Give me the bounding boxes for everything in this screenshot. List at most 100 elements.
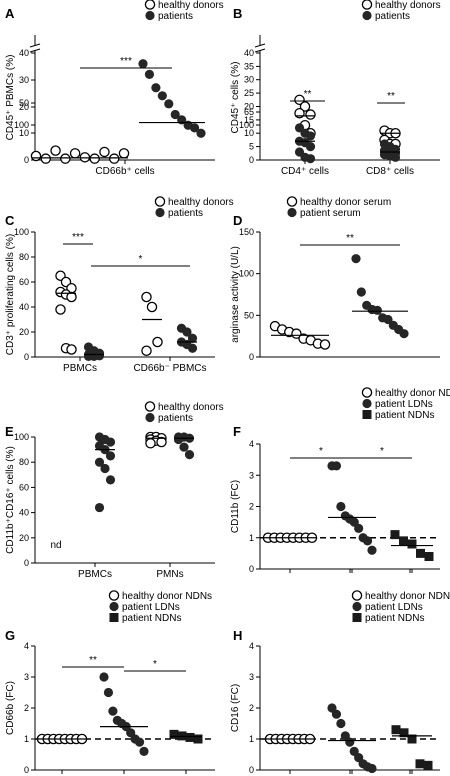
panel-f-data-point bbox=[416, 548, 425, 558]
panel-e-data-point bbox=[94, 502, 105, 513]
panel-h-y-tick-label: 0 bbox=[249, 765, 254, 775]
panel-c-data-point bbox=[141, 291, 152, 303]
panel-c-data-point bbox=[141, 345, 152, 356]
panel-h-y-tick-label: 2 bbox=[249, 703, 254, 713]
panel-b-y-tick-label: 35 bbox=[244, 61, 254, 71]
panel-e-data-point bbox=[105, 437, 116, 447]
panel-f-y-tick-label: 2 bbox=[249, 502, 254, 512]
panel-a-data-point bbox=[40, 153, 52, 164]
panel-a-data-point bbox=[196, 128, 206, 138]
panel-a-category-label: CD66b⁺ cells bbox=[95, 166, 154, 177]
panel-f-data-point bbox=[390, 530, 400, 540]
panel-h-data-point bbox=[345, 737, 355, 747]
panel-c-significance-label: *** bbox=[72, 232, 84, 243]
panel-b-data-point bbox=[305, 154, 316, 164]
panel-e-category-label: PMNs bbox=[156, 569, 183, 580]
panel-b-y-tick-label: 10 bbox=[244, 128, 254, 138]
panel-a-y-tick-label: 40 bbox=[19, 48, 29, 58]
panel-g-legend-label: healthy donor NDNs bbox=[122, 591, 212, 602]
panel-d-y-tick-label: 150 bbox=[239, 227, 254, 237]
panel-f-data-point bbox=[407, 539, 417, 549]
panel-b-legend-label: patients bbox=[375, 11, 410, 22]
panel-d-data-point bbox=[399, 329, 409, 339]
panel-f-y-tick-label: 4 bbox=[249, 439, 254, 449]
panel-b-data-point bbox=[305, 131, 316, 141]
panel-g-data-point bbox=[108, 706, 118, 716]
panel-f-significance-label: * bbox=[319, 446, 323, 457]
panel-e-data-point bbox=[94, 457, 105, 467]
panel-a-y-tick-label: 10 bbox=[19, 128, 29, 138]
panel-f-data-point bbox=[367, 545, 377, 555]
panel-f-data-point bbox=[331, 461, 342, 471]
panel-b-category-label: CD8⁺ cells bbox=[366, 166, 414, 177]
panel-b-y-label: CD45⁺ cells (%) bbox=[230, 62, 241, 134]
panel-d-data-point bbox=[356, 287, 366, 297]
panel-g-legend-marker bbox=[109, 601, 119, 612]
panel-f-y-label: CD11b (FC) bbox=[230, 480, 241, 533]
panel-h-data-point bbox=[423, 760, 433, 770]
panel-h-y-tick-label: 1 bbox=[249, 734, 254, 744]
panel-a-data-point bbox=[89, 153, 100, 164]
panel-d-legend-marker bbox=[287, 207, 297, 218]
panel-h-legend-marker bbox=[351, 590, 363, 601]
panel-e-data-point bbox=[184, 450, 195, 460]
panel-g-data-point bbox=[169, 729, 179, 739]
panel-e-y-tick-label: 100 bbox=[14, 432, 29, 442]
panel-a-y-tick-label: 50 bbox=[19, 98, 29, 108]
panel-c-y-tick-label: 20 bbox=[19, 327, 29, 337]
panel-b-y-tick-label: 5 bbox=[249, 142, 254, 152]
panel-g-y-label: CD66b (FC) bbox=[5, 681, 16, 735]
panel-d-y-tick-label: 0 bbox=[249, 352, 254, 362]
panel-f-data-point bbox=[354, 523, 364, 533]
panel-e-y-tick-label: 60 bbox=[19, 482, 29, 492]
panel-g-significance-label: ** bbox=[89, 655, 97, 666]
panel-d-y-tick-label: 50 bbox=[244, 310, 254, 320]
panel-a-data-point bbox=[151, 83, 161, 93]
panel-f-y-tick-label: 3 bbox=[249, 470, 254, 480]
panel-h-y-label: CD16 (FC) bbox=[230, 684, 241, 732]
panel-b-axis-break-gap bbox=[255, 45, 265, 51]
panel-b-data-point bbox=[305, 142, 316, 152]
panel-e-legend-marker bbox=[145, 412, 155, 423]
panel-h-legend-marker bbox=[352, 601, 362, 612]
panel-e-legend-marker bbox=[144, 401, 156, 412]
panel-f-legend-marker bbox=[362, 410, 372, 419]
panel-c-y-label: CD3⁺ proliferating cells (%) bbox=[5, 234, 16, 355]
panel-b-axis-break-mark bbox=[254, 48, 266, 53]
panel-f-y-tick-label: 0 bbox=[249, 564, 254, 574]
panel-e-data-point bbox=[100, 463, 110, 474]
panel-g-y-tick-label: 2 bbox=[24, 703, 29, 713]
panel-b-data-point bbox=[299, 101, 311, 112]
panel-a-legend-label: healthy donors bbox=[158, 0, 224, 11]
panel-h-data-point bbox=[415, 759, 425, 769]
panel-c-category-label: CD66b⁻ PBMCs bbox=[133, 363, 206, 374]
panel-g-data-point bbox=[193, 734, 203, 744]
panel-d-legend-label: patient serum bbox=[300, 208, 361, 219]
panel-c-y-tick-label: 60 bbox=[19, 277, 29, 287]
panel-d-data-point bbox=[383, 314, 393, 325]
panel-b-category-label: CD4⁺ cells bbox=[281, 166, 329, 177]
panel-b-y-tick-label: 65 bbox=[244, 107, 254, 117]
panel-g-y-tick-label: 0 bbox=[24, 765, 29, 775]
panel-h-data-point bbox=[407, 734, 417, 744]
panel-d-legend-marker bbox=[286, 196, 298, 207]
panel-c-data-point bbox=[89, 351, 99, 361]
panel-e-data-point bbox=[105, 475, 116, 485]
panel-b-y-tick-label: 0 bbox=[249, 155, 254, 165]
panel-f-data-point bbox=[399, 536, 408, 546]
panel-c-legend-label: healthy donors bbox=[168, 197, 234, 208]
panel-e-data-point bbox=[105, 451, 116, 461]
panel-a-legend-marker bbox=[144, 0, 156, 10]
panel-e-y-tick-label: 40 bbox=[19, 508, 29, 518]
panel-c-legend-label: patients bbox=[168, 208, 203, 219]
panel-h-legend-label: healthy donor NDNs bbox=[365, 591, 450, 602]
panel-h-data-point bbox=[336, 718, 346, 729]
panel-h-data-point bbox=[367, 763, 377, 774]
panel-d-data-point bbox=[372, 305, 382, 315]
panel-a-data-point bbox=[108, 153, 120, 164]
panel-f-legend-marker bbox=[362, 398, 372, 409]
panel-e-y-tick-label: 80 bbox=[19, 457, 29, 467]
panel-e-legend-label: healthy donors bbox=[158, 402, 224, 413]
panel-a-significance-label: *** bbox=[120, 56, 132, 67]
